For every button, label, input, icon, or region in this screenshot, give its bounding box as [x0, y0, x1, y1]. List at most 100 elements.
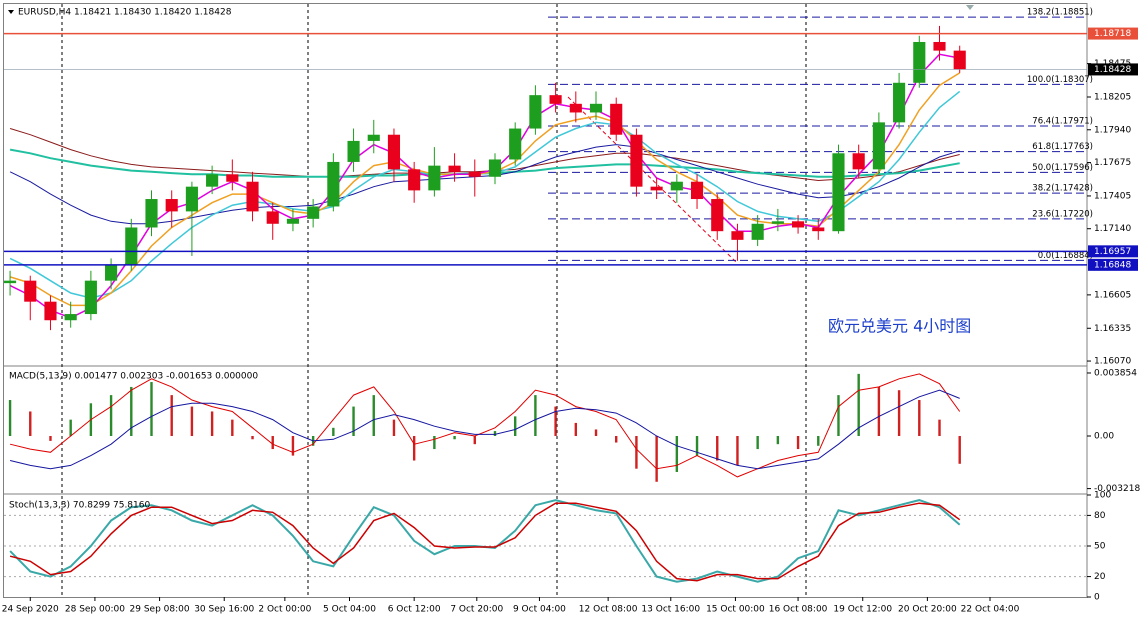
candle-body	[792, 221, 805, 228]
candle-body	[913, 41, 926, 83]
annotation: 欧元兑美元 4小时图	[828, 317, 971, 336]
fib-label: 0.0(1.16884)	[1038, 251, 1093, 261]
macd-bar	[29, 411, 32, 436]
candle-body	[408, 169, 421, 191]
candle-body	[246, 181, 259, 212]
macd-bar	[69, 419, 72, 436]
y-tick-label: 1.18205	[1094, 93, 1131, 103]
candle-body	[549, 95, 562, 104]
macd-bar	[574, 422, 578, 436]
candle-body	[145, 199, 158, 228]
candle-body	[468, 171, 481, 177]
candle-body	[690, 181, 704, 200]
macd-bar	[231, 419, 234, 436]
macd-bar	[675, 435, 679, 472]
candle-body	[24, 280, 37, 302]
macd-bar	[534, 395, 537, 436]
macd-bar	[736, 435, 739, 466]
fib-label: 138.2(1.18851)	[1027, 8, 1093, 18]
macd-bar	[271, 435, 274, 450]
candle-body	[448, 165, 461, 172]
candle-body	[812, 227, 825, 232]
fib-label: 50.0(1.17596)	[1032, 163, 1093, 173]
candle-body	[286, 218, 299, 224]
macd-bar	[655, 435, 658, 482]
macd-bar	[190, 406, 194, 436]
stoch-line	[9, 502, 961, 582]
price-label-box	[1088, 63, 1138, 76]
x-tick-label: 28 Sep 00:00	[65, 605, 125, 615]
macd-bar	[837, 395, 840, 436]
x-tick-label: 29 Sep 08:00	[130, 605, 190, 615]
fib-label: 76.4(1.17971)	[1032, 116, 1093, 126]
menu-arrow	[8, 10, 14, 14]
macd-bar	[938, 419, 941, 436]
candle-body	[165, 199, 178, 212]
shift-marker	[966, 5, 974, 10]
plot-layer: 1.184751.182051.179401.176751.174051.171…	[2, 8, 1141, 615]
macd-bar	[49, 435, 52, 441]
macd-bar	[210, 411, 214, 436]
macd-bar	[958, 435, 961, 464]
macd-bar	[776, 435, 780, 445]
y-tick-label: 80	[1094, 511, 1106, 521]
macd-bar	[372, 395, 375, 436]
x-tick-label: 9 Oct 04:00	[513, 605, 566, 615]
macd-bar	[513, 416, 517, 436]
y-tick-label: 1.17405	[1094, 191, 1131, 201]
macd-bar	[109, 395, 113, 436]
candle-body	[185, 186, 198, 212]
macd-bar	[433, 435, 436, 450]
y-tick-label: 20	[1094, 572, 1106, 582]
candle-body	[650, 186, 663, 191]
macd-bar	[251, 435, 254, 440]
price-label: 1.18718	[1094, 29, 1131, 39]
macd-bar	[170, 395, 173, 436]
macd-bar	[392, 419, 396, 436]
macd-bar	[332, 427, 335, 436]
candle-body	[206, 174, 219, 187]
x-tick-label: 30 Sep 16:00	[194, 605, 254, 615]
candle-body	[44, 301, 57, 321]
candle-body	[852, 153, 865, 170]
candle-body	[428, 165, 441, 191]
macd-bar	[918, 400, 921, 436]
candle-body	[751, 223, 764, 240]
macd-bar	[796, 435, 800, 450]
y-tick-label: 0	[1094, 593, 1100, 603]
macd-bar	[594, 429, 598, 436]
candle-body	[711, 199, 724, 232]
y-tick-label: 1.16605	[1094, 290, 1131, 300]
macd-bar	[8, 400, 12, 436]
y-tick-label: 1.16335	[1094, 324, 1131, 334]
macd-bar	[817, 435, 820, 446]
x-tick-label: 13 Oct 16:00	[641, 605, 700, 615]
chart-title: EURUSD,H4 1.18421 1.18430 1.18420 1.1842…	[18, 8, 232, 18]
y-tick-label: 50	[1094, 542, 1106, 552]
candle-body	[933, 41, 946, 51]
candle-body	[731, 231, 744, 240]
candle-body	[226, 174, 239, 182]
plot-frame	[3, 3, 1088, 598]
y-tick-label: 1.17140	[1094, 224, 1131, 234]
macd-bar	[635, 435, 638, 469]
moving-average	[9, 144, 960, 225]
y-tick-label: 1.17675	[1094, 158, 1131, 168]
candle-body	[872, 122, 885, 170]
y-tick-label: 1.17940	[1094, 125, 1131, 135]
fib-label: 61.8(1.17763)	[1032, 142, 1093, 152]
x-tick-label: 20 Oct 20:00	[898, 605, 957, 615]
macd-bar	[554, 406, 557, 436]
x-tick-label: 6 Oct 12:00	[388, 605, 441, 615]
macd-bar	[412, 435, 416, 461]
price-label: 1.18428	[1094, 65, 1131, 75]
candle-body	[367, 134, 380, 141]
candle-body	[953, 50, 966, 70]
candle-body	[64, 314, 77, 321]
macd-bar	[897, 390, 901, 436]
macd-bar	[695, 435, 699, 456]
macd-bar	[615, 435, 618, 443]
candle-body	[347, 140, 360, 162]
